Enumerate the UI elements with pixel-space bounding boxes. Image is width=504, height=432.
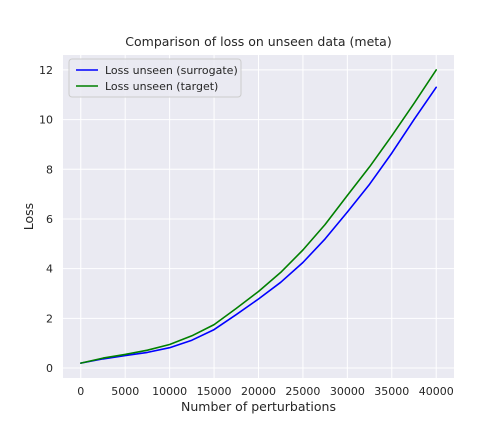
series-lines bbox=[80, 69, 438, 364]
y-axis-ticks: 0 2 4 6 8 10 12 bbox=[39, 64, 53, 375]
x-axis-label: Number of perturbations bbox=[181, 399, 336, 414]
x-axis-ticks: 0 5000 10000 15000 20000 25000 30000 35000 40000 bbox=[77, 385, 453, 398]
grid-lines bbox=[63, 55, 454, 378]
legend: Loss unseen (surrogate) Loss unseen (targ… bbox=[68, 58, 242, 98]
y-tick-label: 12 bbox=[39, 64, 53, 77]
x-tick-label: 40000 bbox=[419, 385, 454, 398]
y-tick-label: 10 bbox=[39, 114, 53, 127]
legend-label: Loss unseen (surrogate) bbox=[105, 64, 238, 77]
y-tick-label: 6 bbox=[46, 213, 53, 226]
y-tick-label: 8 bbox=[46, 163, 53, 176]
legend-box bbox=[68, 58, 242, 98]
series-line-target bbox=[80, 69, 438, 364]
chart-title: Comparison of loss on unseen data (meta) bbox=[125, 34, 391, 49]
x-tick-label: 25000 bbox=[285, 385, 320, 398]
x-tick-label: 15000 bbox=[197, 385, 232, 398]
x-tick-label: 5000 bbox=[111, 385, 139, 398]
x-tick-label: 10000 bbox=[152, 385, 187, 398]
series-line-surrogate bbox=[80, 86, 438, 364]
legend-label: Loss unseen (target) bbox=[105, 80, 218, 93]
x-tick-label: 30000 bbox=[330, 385, 365, 398]
x-tick-label: 20000 bbox=[241, 385, 276, 398]
x-tick-label: 0 bbox=[77, 385, 84, 398]
y-axis-label: Loss bbox=[21, 203, 36, 230]
y-tick-label: 0 bbox=[46, 362, 53, 375]
y-tick-label: 2 bbox=[46, 312, 53, 325]
y-tick-label: 4 bbox=[46, 263, 53, 276]
x-tick-label: 35000 bbox=[374, 385, 409, 398]
